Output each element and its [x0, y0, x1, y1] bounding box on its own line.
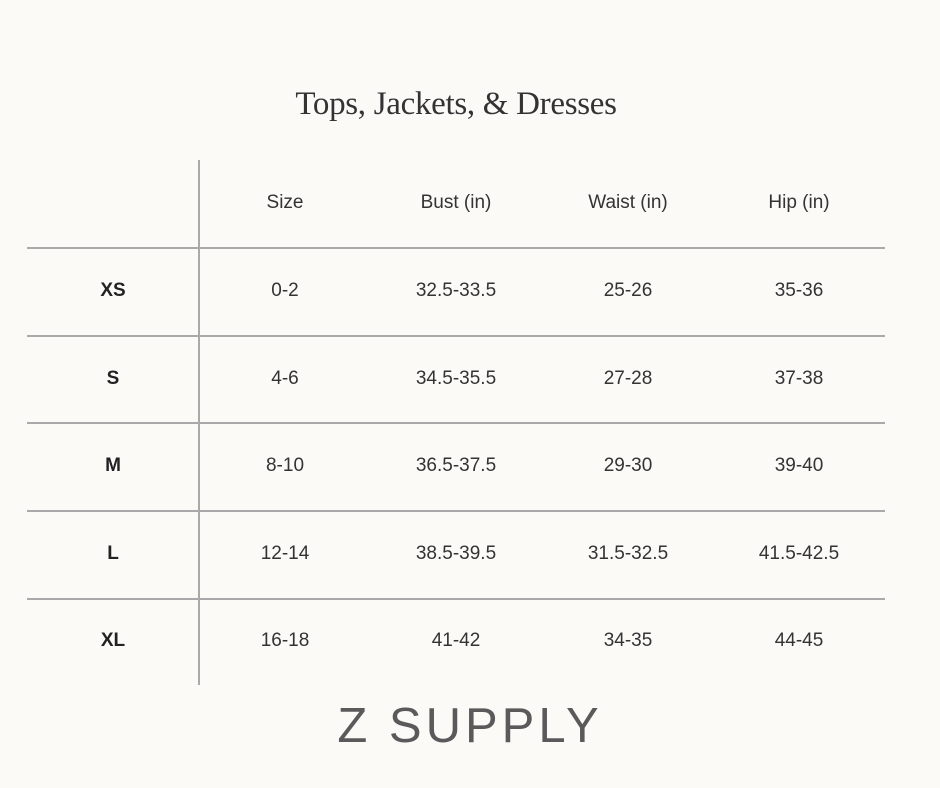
- table-cell: 31.5-32.5: [587, 543, 669, 564]
- table-cell: 4-6: [271, 368, 299, 389]
- table-cell: 37-38: [774, 368, 824, 389]
- table-cell: 32.5-33.5: [415, 280, 497, 301]
- column-header: Bust (in): [420, 192, 492, 213]
- row-divider: [27, 598, 885, 600]
- row-label: XS: [100, 280, 126, 301]
- table-cell: 0-2: [271, 280, 299, 301]
- column-header: Waist (in): [588, 192, 668, 213]
- table-cell: 16-18: [260, 630, 310, 651]
- table-cell: 8-10: [265, 455, 305, 476]
- row-divider: [27, 335, 885, 337]
- column-header: Hip (in): [768, 192, 830, 213]
- brand-logo: Z SUPPLY: [337, 699, 603, 753]
- row-label: M: [105, 455, 121, 476]
- table-cell: 41-42: [431, 630, 481, 651]
- table-cell: 39-40: [774, 455, 824, 476]
- table-cell: 38.5-39.5: [415, 543, 497, 564]
- table-cell: 34-35: [603, 630, 653, 651]
- table-cell: 34.5-35.5: [415, 368, 497, 389]
- table-cell: 27-28: [603, 368, 653, 389]
- table-cell: 41.5-42.5: [758, 543, 840, 564]
- table-cell: 25-26: [603, 280, 653, 301]
- row-label: XL: [100, 630, 126, 651]
- row-divider: [27, 422, 885, 424]
- table-cell: 36.5-37.5: [415, 455, 497, 476]
- table-cell: 29-30: [603, 455, 653, 476]
- row-label: S: [106, 368, 120, 389]
- column-header: Size: [266, 192, 304, 213]
- row-divider: [27, 247, 885, 249]
- table-cell: 44-45: [774, 630, 824, 651]
- table-cell: 35-36: [774, 280, 824, 301]
- row-divider: [27, 510, 885, 512]
- table-cell: 12-14: [260, 543, 310, 564]
- chart-title: Tops, Jackets, & Dresses: [295, 86, 617, 122]
- row-label: L: [107, 543, 119, 564]
